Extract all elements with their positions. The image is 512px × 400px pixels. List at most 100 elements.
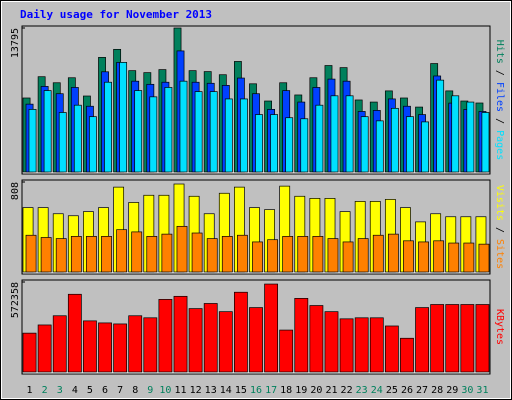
x-tick-label: 20	[310, 385, 322, 396]
legend: Hits / Files / Pages	[494, 40, 505, 160]
bar	[58, 112, 67, 173]
x-tick-label: 16	[250, 385, 262, 396]
legend-separator: /	[494, 221, 505, 239]
bar	[134, 90, 143, 173]
bar	[161, 233, 173, 273]
bar	[315, 104, 324, 173]
x-tick-label: 26	[401, 385, 413, 396]
bar	[52, 315, 67, 373]
bar	[104, 81, 112, 173]
bar	[421, 121, 429, 173]
bar	[339, 318, 354, 373]
legend-separator: /	[494, 64, 505, 82]
x-tick-label: 2	[42, 385, 48, 396]
x-tick-label: 10	[159, 385, 171, 396]
bar	[43, 90, 52, 173]
bar	[481, 112, 490, 173]
x-tick-label: 31	[476, 385, 488, 396]
bar	[224, 98, 233, 173]
x-tick-label: 7	[117, 385, 123, 396]
x-tick-label: 19	[295, 385, 307, 396]
x-tick-label: 1	[27, 385, 33, 396]
bar	[28, 109, 37, 173]
bar	[149, 96, 158, 173]
bar	[478, 243, 490, 273]
bar	[89, 116, 97, 173]
bar	[70, 236, 82, 273]
bar	[218, 311, 233, 373]
bar	[375, 120, 384, 173]
bar	[173, 295, 188, 373]
chart-title: Daily usage for November 2013	[20, 8, 212, 21]
x-tick-label: 29	[446, 385, 458, 396]
x-tick-label: 12	[190, 385, 202, 396]
bar	[188, 308, 203, 373]
x-tick-label: 22	[341, 385, 353, 396]
bar	[83, 320, 97, 373]
bar	[372, 234, 384, 273]
bar	[37, 324, 52, 373]
y-tick-label: 572358	[10, 282, 21, 318]
bar	[234, 291, 248, 373]
y-tick-label: 13795	[10, 28, 21, 58]
x-tick-label: 30	[461, 385, 473, 396]
x-tick-label: 5	[87, 385, 93, 396]
bar	[176, 225, 188, 273]
bar	[475, 304, 490, 373]
x-tick-label: 17	[265, 385, 277, 396]
bar	[354, 317, 369, 373]
bar	[400, 337, 414, 373]
bar	[113, 323, 128, 373]
bar	[221, 236, 233, 273]
x-tick-label: 21	[325, 385, 337, 396]
bar	[430, 304, 445, 373]
bar	[282, 236, 294, 273]
bar	[255, 114, 263, 173]
bar	[445, 304, 460, 373]
bar	[191, 232, 203, 273]
bar	[158, 299, 173, 373]
bar	[267, 239, 278, 273]
bar	[451, 95, 460, 173]
bar	[86, 236, 97, 273]
x-tick-label: 23	[356, 385, 368, 396]
bar	[466, 101, 475, 173]
bar	[55, 238, 67, 273]
bar	[327, 238, 339, 273]
bar	[384, 325, 399, 373]
bar	[324, 311, 339, 373]
bar	[179, 80, 188, 173]
bar	[369, 317, 384, 373]
x-tick-label: 24	[371, 385, 383, 396]
bar	[436, 79, 445, 173]
legend-entry: Hits	[494, 40, 505, 64]
bar	[131, 231, 143, 273]
legend-separator: /	[494, 112, 505, 130]
x-tick-label: 9	[147, 385, 153, 396]
x-tick-label: 3	[57, 385, 63, 396]
bar	[209, 91, 218, 173]
bar	[40, 237, 52, 273]
bar	[415, 307, 429, 373]
x-tick-label: 25	[386, 385, 398, 396]
bar	[146, 236, 158, 273]
bar	[116, 229, 128, 273]
legend-entry: Files	[494, 82, 505, 112]
bar	[119, 62, 128, 173]
bar	[330, 95, 339, 173]
bar	[249, 307, 263, 373]
bar	[25, 234, 37, 273]
bar	[143, 317, 158, 373]
bar	[264, 283, 278, 373]
bar	[448, 242, 460, 273]
x-tick-label: 18	[280, 385, 292, 396]
bar	[164, 87, 173, 173]
bar	[418, 241, 429, 273]
bar	[300, 118, 309, 173]
bar	[67, 293, 82, 373]
bar	[194, 91, 203, 173]
bar	[101, 236, 112, 273]
bar	[128, 315, 143, 373]
